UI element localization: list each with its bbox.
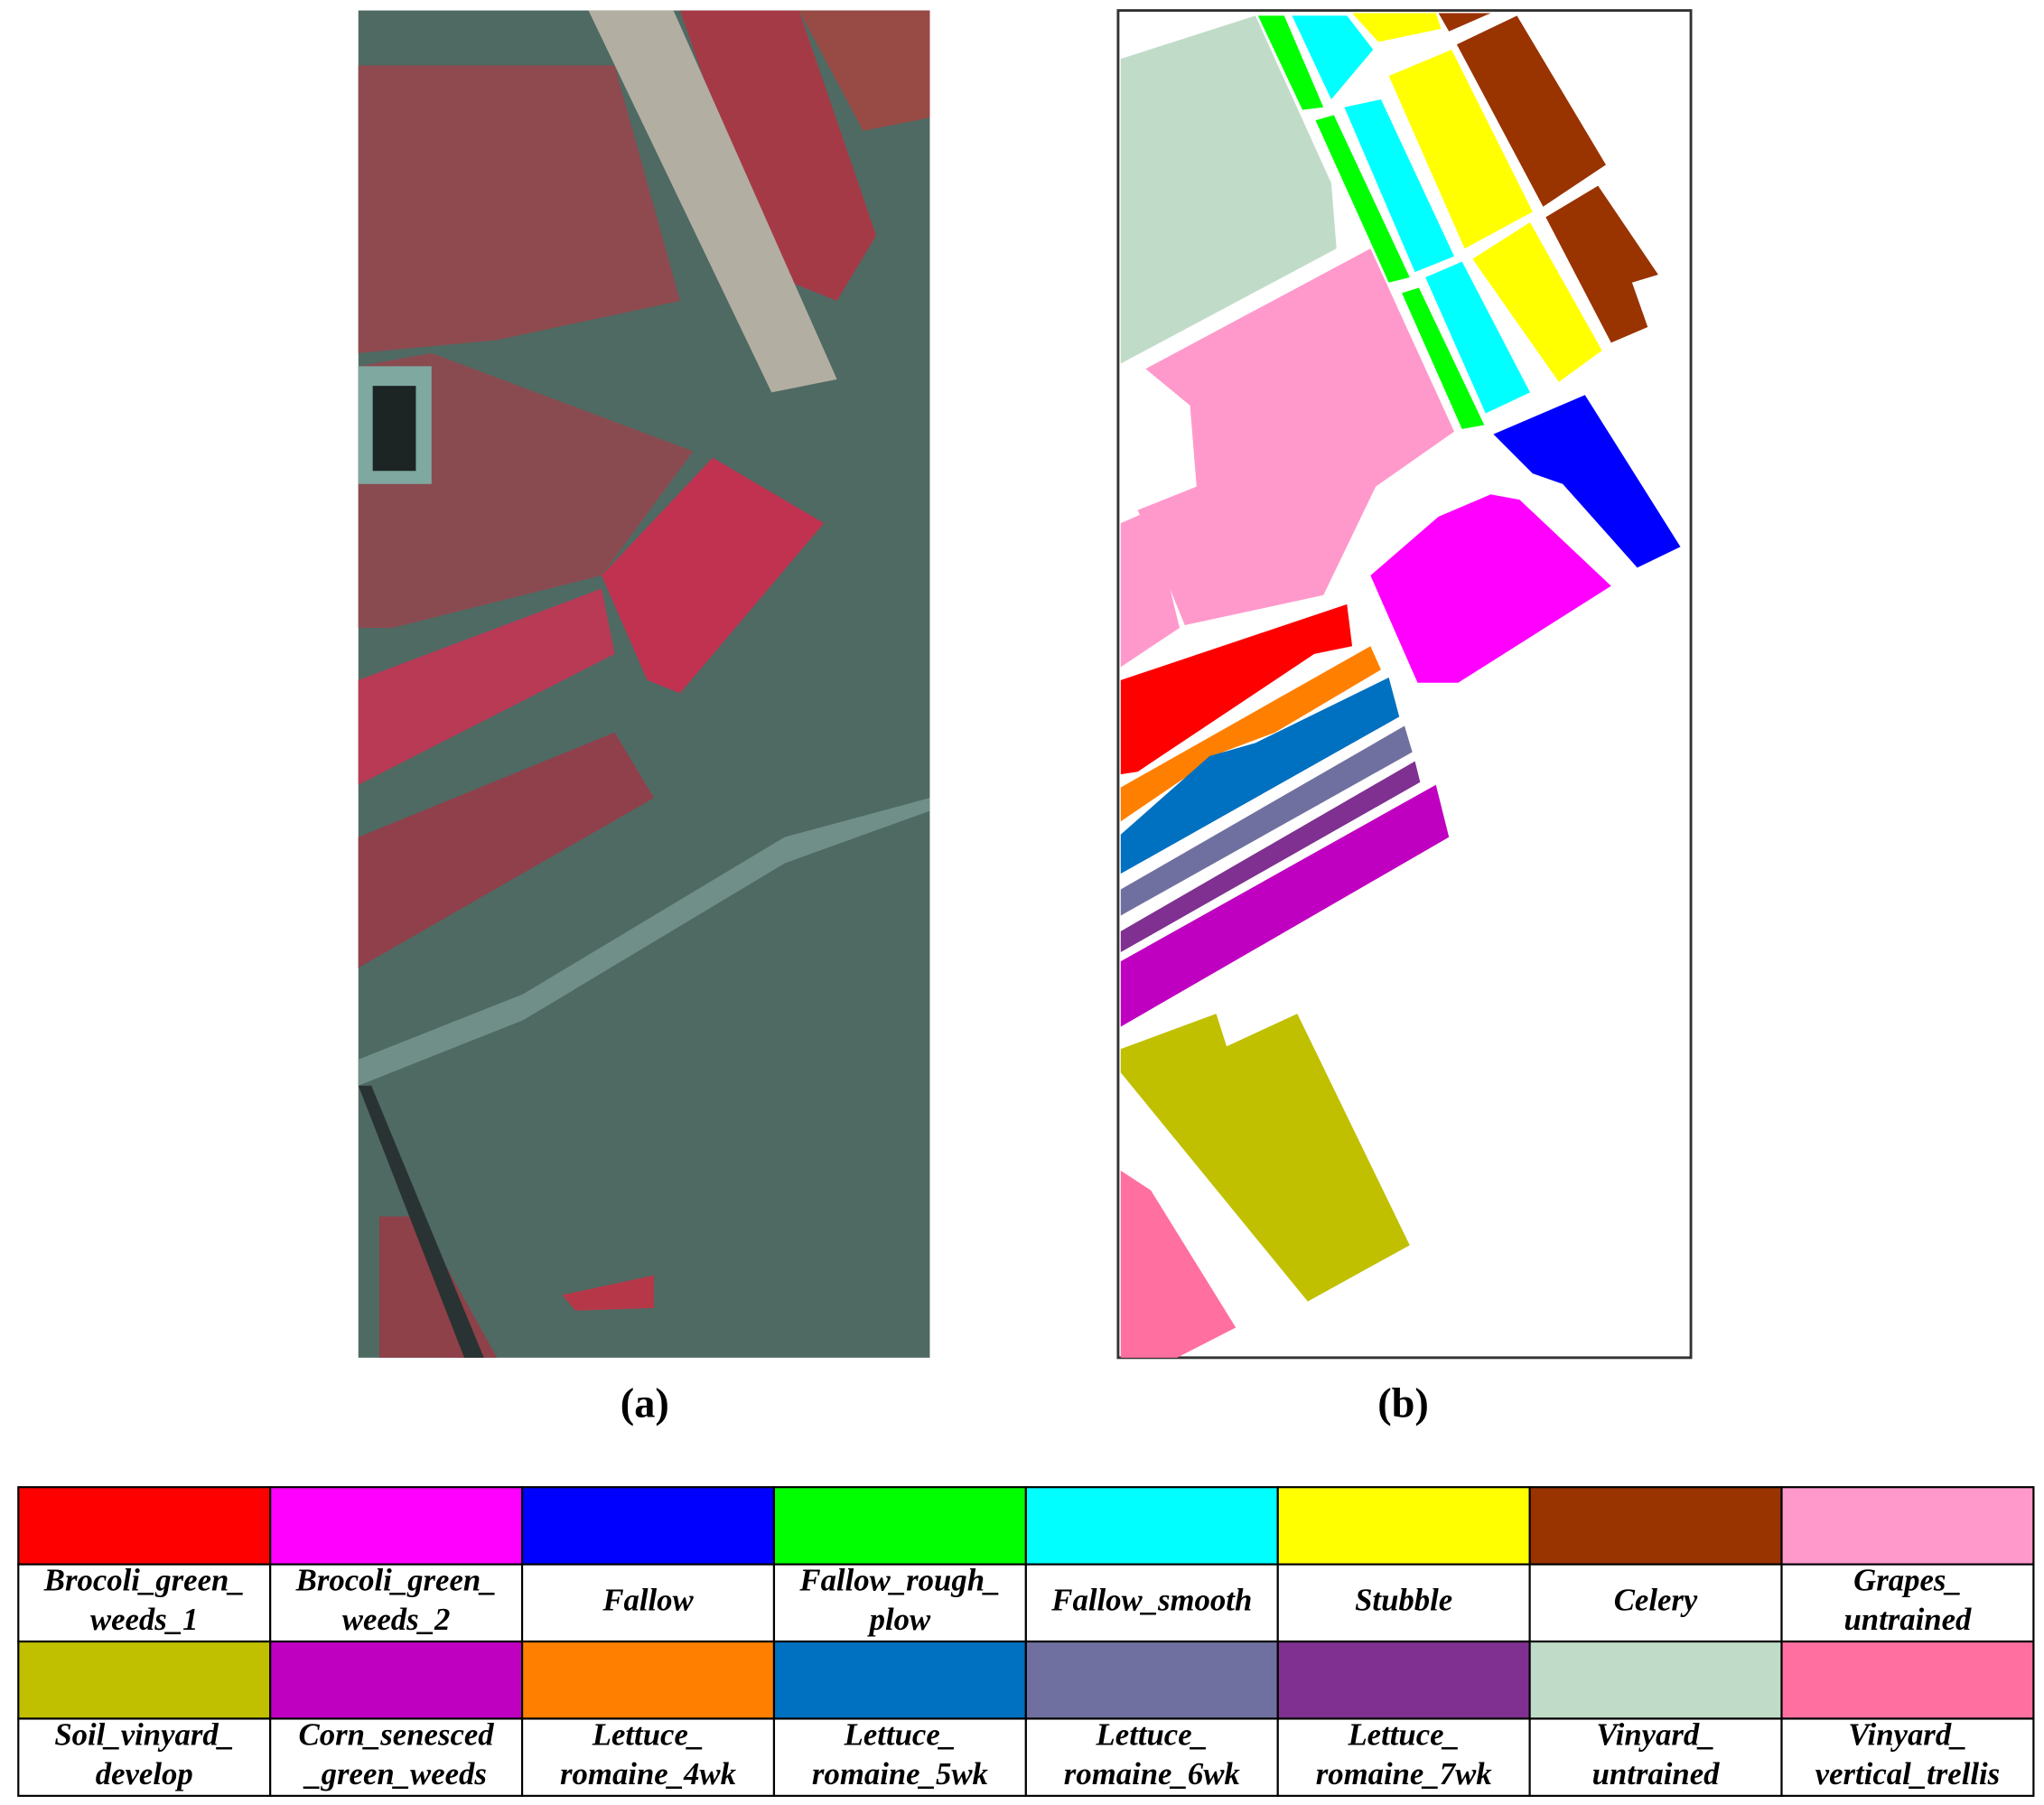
class-region bbox=[1120, 603, 1353, 775]
legend-swatch bbox=[1528, 1486, 1783, 1566]
legend-cell bbox=[1780, 1717, 2035, 1797]
class-region bbox=[1388, 50, 1533, 249]
legend-swatch bbox=[269, 1486, 524, 1566]
panel-label: (a) bbox=[621, 1380, 669, 1426]
legend-label: Fallow bbox=[602, 1582, 694, 1617]
class-region bbox=[1120, 1170, 1237, 1358]
class-region bbox=[1352, 13, 1442, 42]
legend-swatch bbox=[17, 1640, 272, 1720]
legend-cell bbox=[772, 1563, 1027, 1643]
legend-label: Stubble bbox=[1355, 1582, 1452, 1617]
legend-label: romaine_4wk bbox=[560, 1756, 737, 1791]
class-region bbox=[1370, 494, 1611, 683]
legend-cell bbox=[1528, 1717, 1783, 1797]
legend-cell bbox=[1780, 1563, 2035, 1643]
legend-swatch bbox=[1276, 1486, 1531, 1566]
false-color-image bbox=[358, 10, 930, 1358]
class-region bbox=[1456, 15, 1606, 207]
legend-label: develop bbox=[96, 1756, 193, 1791]
legend-label: romaine_7wk bbox=[1316, 1756, 1493, 1791]
class-region bbox=[1438, 13, 1491, 32]
legend-label: Lettuce_ bbox=[844, 1716, 956, 1752]
class-region bbox=[1120, 15, 1337, 364]
legend-label: Soil_vinyard_ bbox=[54, 1716, 234, 1752]
legend-cell bbox=[1276, 1563, 1531, 1643]
legend-swatch bbox=[520, 1640, 776, 1720]
legend-swatch bbox=[1024, 1486, 1279, 1566]
legend-swatch bbox=[520, 1486, 776, 1566]
legend-swatch bbox=[17, 1486, 272, 1566]
class-region bbox=[1402, 287, 1485, 429]
legend-swatch bbox=[1528, 1640, 1783, 1720]
class-region bbox=[1545, 185, 1658, 343]
legend-label: untrained bbox=[1843, 1602, 1972, 1637]
class-region bbox=[1120, 1014, 1410, 1302]
class-region bbox=[1120, 646, 1381, 822]
class-region bbox=[1315, 115, 1410, 283]
legend-swatch bbox=[269, 1640, 524, 1720]
class-region bbox=[1120, 784, 1450, 1027]
class-region bbox=[1120, 725, 1413, 916]
legend-label: Fallow_rough_ bbox=[798, 1563, 1000, 1598]
legend-label: romaine_6wk bbox=[1064, 1756, 1241, 1791]
legend-label: Lettuce_ bbox=[1096, 1716, 1208, 1752]
legend-label: weeds_1 bbox=[90, 1602, 199, 1637]
legend-label: untrained bbox=[1592, 1756, 1721, 1791]
class-region bbox=[1120, 677, 1400, 874]
legend-cell bbox=[269, 1563, 524, 1643]
class-region bbox=[1425, 261, 1530, 414]
legend-label: vertical_trellis bbox=[1815, 1756, 2001, 1791]
legend-label: Fallow_smooth bbox=[1050, 1582, 1252, 1617]
legend-cell bbox=[1024, 1717, 1279, 1797]
class-region bbox=[1344, 99, 1455, 273]
legend-cell bbox=[17, 1563, 272, 1643]
legend-label: romaine_5wk bbox=[812, 1756, 989, 1791]
legend-label: Brocoli_green_ bbox=[43, 1563, 245, 1598]
panel-label: (b) bbox=[1377, 1380, 1429, 1426]
class-region bbox=[1472, 222, 1602, 382]
class-region bbox=[1120, 510, 1180, 668]
legend-label: Lettuce_ bbox=[1347, 1716, 1459, 1752]
class-region bbox=[1493, 395, 1681, 568]
legend-swatch bbox=[772, 1640, 1027, 1720]
class-region bbox=[1120, 761, 1421, 953]
ground-truth-map bbox=[1120, 13, 1681, 1358]
class-region bbox=[1257, 15, 1324, 110]
legend-cell bbox=[1024, 1563, 1279, 1643]
legend-swatch bbox=[772, 1486, 1027, 1566]
legend-label: _green_weeds bbox=[303, 1756, 487, 1791]
legend-label: Vinyard_ bbox=[1848, 1716, 1966, 1752]
legend-swatch bbox=[1276, 1640, 1531, 1720]
legend-label: Vinyard_ bbox=[1596, 1716, 1714, 1752]
legend-cell bbox=[269, 1717, 524, 1797]
legend-cell bbox=[772, 1717, 1027, 1797]
legend-cell bbox=[520, 1717, 776, 1797]
class-region bbox=[1137, 248, 1455, 626]
legend-swatch bbox=[1024, 1640, 1279, 1720]
legend-cell bbox=[520, 1563, 776, 1643]
legend-label: Corn_senesced bbox=[299, 1716, 495, 1752]
legend: Brocoli_green_ weeds_1 Brocoli_green_weeds… bbox=[17, 1486, 2035, 1797]
legend-cell bbox=[17, 1717, 272, 1797]
legend-label: plow bbox=[867, 1602, 931, 1637]
legend-cell bbox=[1276, 1717, 1531, 1797]
legend-label: Lettuce_ bbox=[592, 1716, 704, 1752]
legend-label: weeds_2 bbox=[342, 1602, 451, 1637]
legend-label: Celery bbox=[1614, 1582, 1698, 1617]
legend-cell bbox=[1528, 1563, 1783, 1643]
class-region bbox=[1292, 15, 1374, 100]
legend-label: Grapes_ bbox=[1853, 1563, 1962, 1598]
legend-swatch bbox=[1780, 1486, 2035, 1566]
legend-label: Brocoli_green_ bbox=[295, 1563, 497, 1598]
legend-swatch bbox=[1780, 1640, 2035, 1720]
